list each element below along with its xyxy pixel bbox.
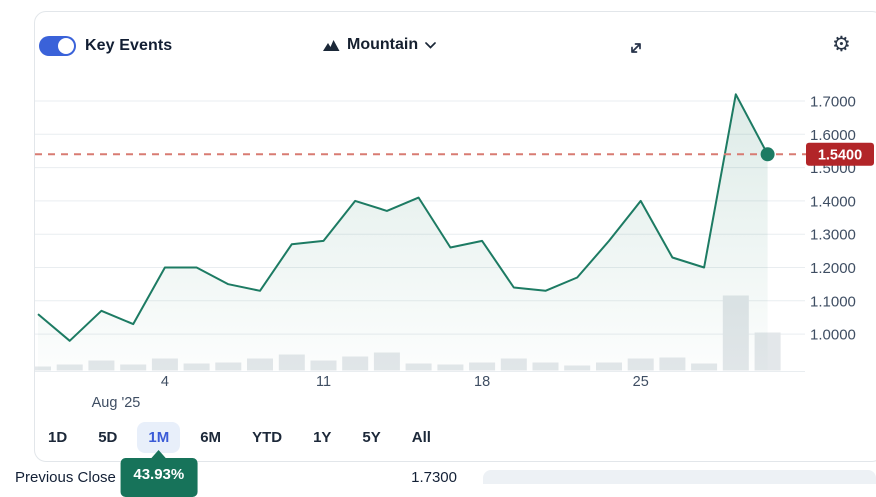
chart-card: Key Events Mountain ⚙ 1.7000 1.6000 1.5000… (34, 11, 876, 462)
x-axis-label: 4 (161, 374, 169, 390)
y-axis-label: 1.4000 (810, 193, 856, 210)
mountain-icon (323, 40, 340, 51)
range-button-1m[interactable]: 1M (137, 422, 181, 453)
range-button-all[interactable]: All (401, 422, 442, 453)
key-events-toggle[interactable] (39, 36, 76, 56)
x-axis-label: 18 (474, 374, 490, 390)
expand-icon (631, 43, 641, 53)
range-button-6m[interactable]: 6M (189, 422, 232, 453)
gear-icon: ⚙ (832, 32, 851, 56)
range-button-5y[interactable]: 5Y (351, 422, 391, 453)
y-axis-label: 1.7000 (810, 94, 856, 111)
range-button-5d[interactable]: 5D (87, 422, 128, 453)
chart-type-label: Mountain (347, 36, 419, 53)
chart-type-dropdown[interactable]: Mountain (323, 36, 436, 54)
last-price-badge (806, 142, 874, 166)
stats-row-right-cell (483, 470, 876, 484)
price-chart: 1.70001.60001.50001.40001.30001.20001.10… (35, 93, 876, 411)
x-axis-label: 25 (633, 374, 649, 390)
change-percent-tooltip: 43.93% (120, 450, 198, 497)
x-axis-period-label: Aug '25 (92, 395, 141, 411)
stats-row-value: 1.7300 (411, 469, 457, 486)
price-line (37, 93, 769, 342)
x-axis-label: 11 (316, 374, 331, 390)
expand-chart-button[interactable] (627, 39, 645, 57)
y-axis-label: 1.2000 (810, 260, 856, 277)
quote-chart-page: { "header": { "key_events_label": "Key E… (15, 11, 876, 497)
y-axis-label: 1.6000 (810, 127, 856, 144)
range-button-ytd[interactable]: YTD (241, 422, 293, 453)
last-price-dot (760, 147, 775, 162)
range-button-1d[interactable]: 1D (37, 422, 78, 453)
y-axis-label: 1.0000 (810, 327, 856, 344)
tooltip-caret-icon (150, 450, 167, 459)
range-selector: 1D 5D 1M 6M YTD 1Y 5Y All (37, 422, 442, 453)
key-events-label: Key Events (85, 37, 173, 54)
tooltip-text: 43.93% (133, 466, 185, 483)
toggle-knob (58, 38, 74, 54)
last-price-badge-text: 1.5400 (818, 148, 862, 164)
y-axis-label: 1.3000 (810, 227, 856, 244)
stats-row-label: Previous Close (15, 469, 116, 486)
chevron-down-icon (425, 41, 436, 49)
range-button-1y[interactable]: 1Y (302, 422, 342, 453)
settings-button[interactable]: ⚙ (832, 34, 851, 55)
y-axis-label: 1.1000 (810, 293, 856, 310)
price-area (38, 94, 768, 371)
